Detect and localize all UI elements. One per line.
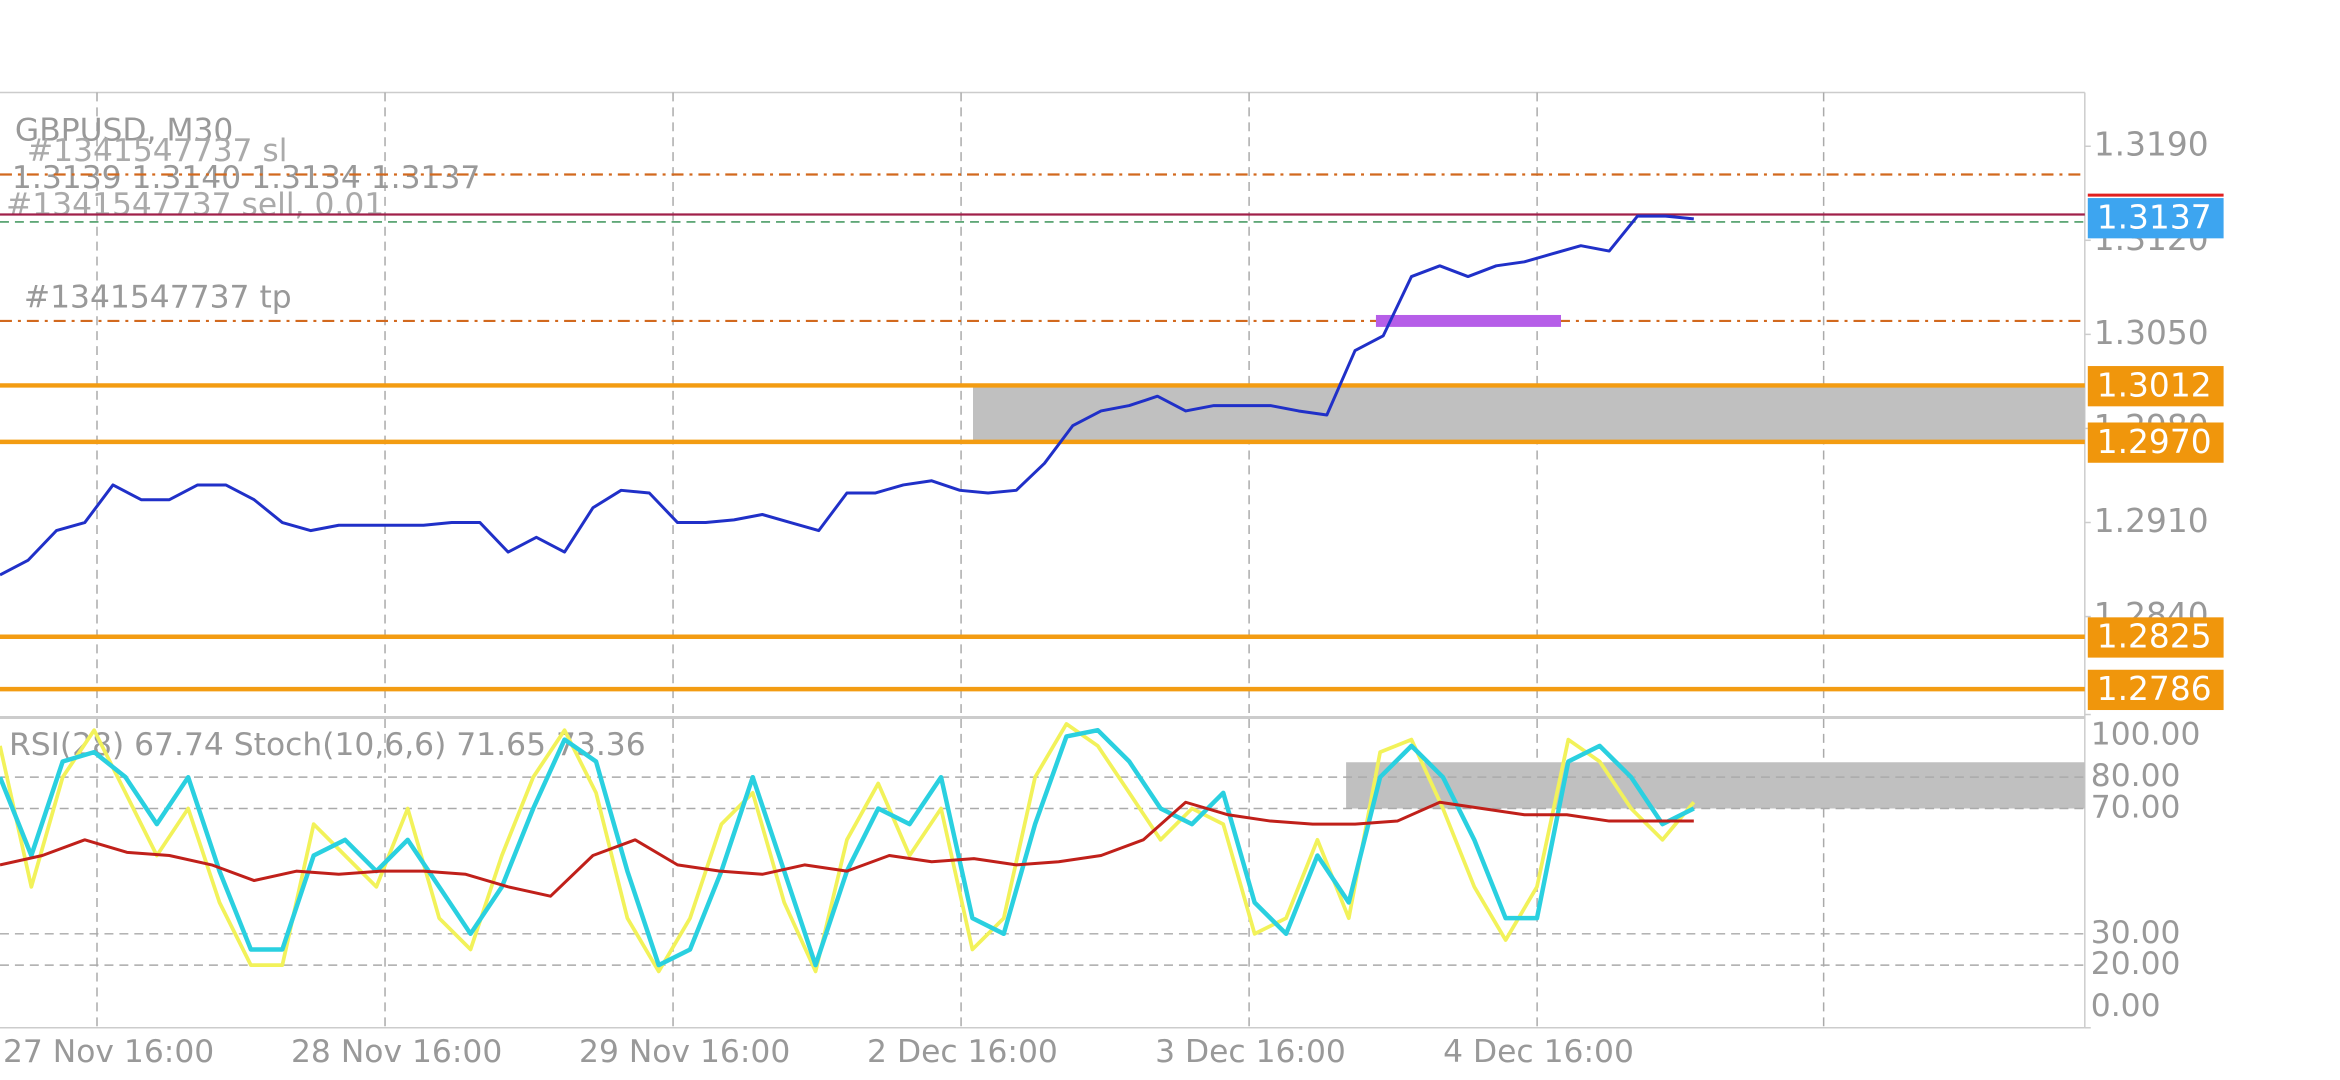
price-pane	[0, 91, 2086, 1029]
time-label: 29 Nov 16:00	[579, 1034, 790, 1070]
level-tag	[2087, 422, 2224, 463]
time-label: 2 Dec 16:00	[867, 1034, 1058, 1070]
tp-label: #1341547737 tp	[24, 279, 292, 315]
rsi-line	[0, 800, 1694, 898]
zone	[973, 385, 2085, 442]
indicator-tick-label: 70.00	[2091, 790, 2181, 826]
indicator-tick-label: 30.00	[2091, 915, 2181, 951]
current-price-label: 1.3137	[2097, 198, 2212, 236]
price-tick-label: 1.2910	[2094, 502, 2209, 540]
indicator-zone	[1346, 762, 2085, 809]
level-tag-label: 1.3012	[2097, 366, 2212, 404]
time-label: 28 Nov 16:00	[291, 1034, 502, 1070]
level-tag	[2087, 669, 2224, 711]
indicator-tick-label: 20.00	[2091, 946, 2181, 982]
indicator-tick-label: 0.00	[2091, 988, 2161, 1024]
level-tag-label: 1.2786	[2097, 670, 2212, 708]
ohlc-label: 1.3139 1.3140 1.3134 1.3137	[12, 160, 480, 196]
level-tag-label: 1.2825	[2097, 618, 2212, 656]
price-line	[0, 214, 1694, 577]
time-label: 4 Dec 16:00	[1443, 1034, 1634, 1070]
stoch-signal-line	[0, 722, 1696, 974]
price-tick-label: 1.3050	[2094, 314, 2209, 352]
level-tag	[2087, 366, 2224, 407]
level-tag	[2087, 617, 2224, 658]
indicator-tick-label: 80.00	[2091, 758, 2181, 794]
sell-label: #1341547737 sell, 0.01	[6, 187, 384, 223]
sl-label: #1341547737 sl	[27, 133, 288, 169]
current-price-tag	[2087, 198, 2224, 239]
price-tick-label: 1.3190	[2094, 126, 2209, 164]
purple-bar	[1375, 314, 1561, 327]
time-label: 27 Nov 16:00	[3, 1034, 214, 1070]
time-label: 3 Dec 16:00	[1155, 1034, 1346, 1070]
level-tag-label: 1.2970	[2097, 423, 2212, 461]
indicator-tick-label: 100.00	[2091, 716, 2201, 752]
indicator-label: RSI(28) 67.74 Stoch(10,6,6) 71.65 73.36	[9, 727, 646, 763]
symbol-label: GBPUSD, M30	[15, 112, 233, 148]
